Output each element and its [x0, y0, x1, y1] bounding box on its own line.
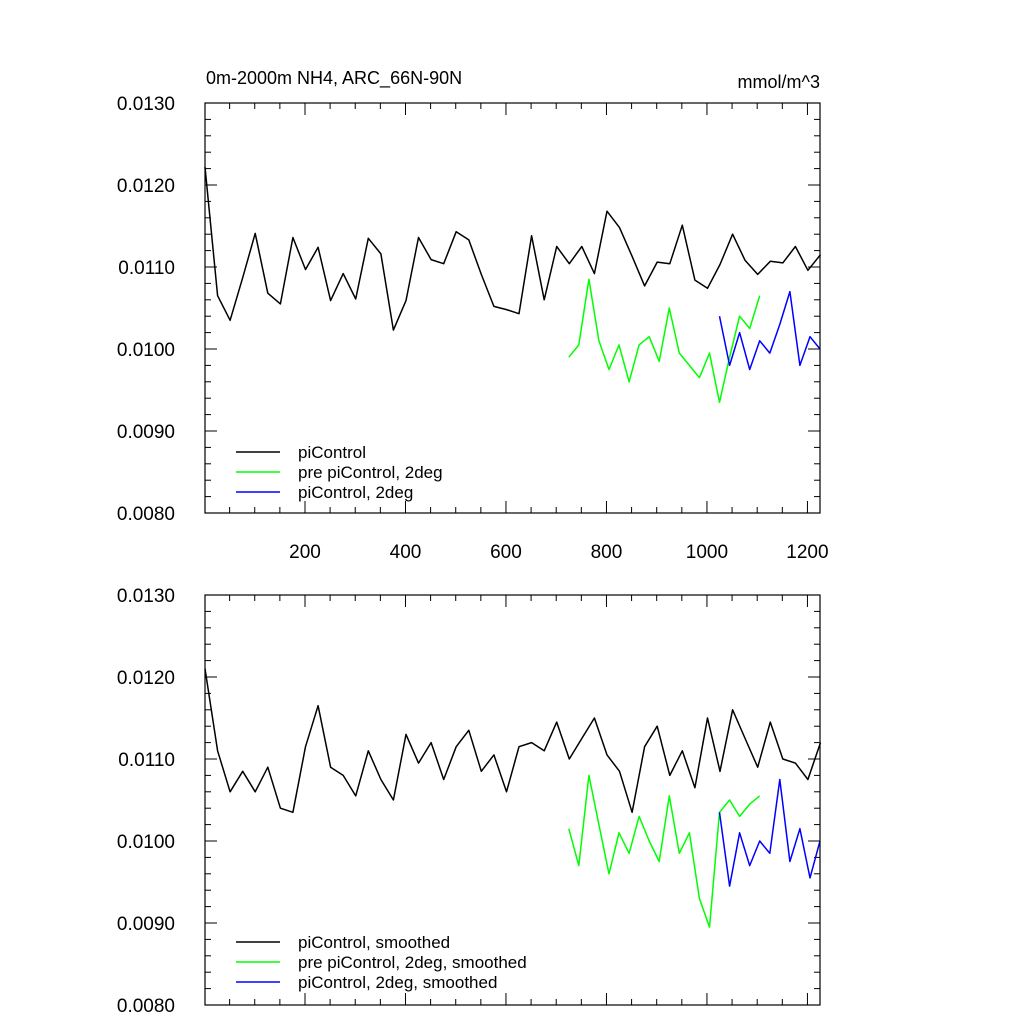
- series-line-1: [568, 278, 761, 404]
- x-tick-label: 800: [591, 542, 623, 563]
- y-tick-label: 0.0090: [117, 914, 175, 935]
- legend-label-1: pre piControl, 2deg: [298, 463, 443, 482]
- x-tick-label: 1200: [786, 542, 828, 563]
- bottom-panel: 0.0080 0.0090 0.0100 0.0110 0.0120 0.0130 piC…: [117, 586, 822, 1017]
- series-line-0: [204, 668, 822, 814]
- y-tick-label: 0.0110: [118, 750, 175, 771]
- legend-label-0: piControl, smoothed: [298, 933, 450, 952]
- y-tick-label: 0.0080: [117, 504, 175, 525]
- x-tick-label: 1000: [686, 542, 728, 563]
- x-tick-label: 200: [289, 542, 321, 563]
- y-tick-label: 0.0130: [117, 586, 175, 607]
- y-tick-label: 0.0120: [117, 176, 175, 197]
- y-tick-label: 0.0100: [117, 340, 175, 361]
- y-tick-label: 0.0120: [117, 668, 175, 689]
- x-tick-label: 400: [390, 542, 422, 563]
- series-line-2: [718, 290, 821, 371]
- bottom-plot-frame: [204, 594, 821, 1006]
- top-panel-ticks: 0.0080 0.0090 0.0100 0.0110 0.0120 0.0130 200 4…: [117, 94, 829, 563]
- y-tick-label: 0.0080: [117, 996, 175, 1017]
- legend-label-0: piControl: [298, 443, 366, 462]
- units-label: mmol/m^3: [738, 72, 820, 92]
- y-tick-label: 0.0090: [117, 422, 175, 443]
- y-tick-label: 0.0110: [118, 258, 175, 279]
- y-tick-label: 0.0100: [117, 832, 175, 853]
- series-line-2: [718, 778, 821, 887]
- legend-label-2: piControl, 2deg: [298, 483, 413, 502]
- series-line-0: [204, 166, 822, 331]
- series-line-1: [568, 774, 761, 928]
- top-panel-series: [204, 166, 822, 404]
- top-plot-frame: [204, 102, 821, 514]
- legend-label-2: piControl, 2deg, smoothed: [298, 973, 497, 992]
- x-tick-label: 600: [490, 542, 522, 563]
- y-tick-label: 0.0130: [117, 94, 175, 115]
- bottom-panel-ticks: 0.0080 0.0090 0.0100 0.0110 0.0120 0.0130: [117, 586, 820, 1017]
- chart-title: 0m-2000m NH4, ARC_66N-90N: [206, 68, 462, 89]
- top-panel: 0m-2000m NH4, ARC_66N-90N mmol/m^3 0.008…: [117, 68, 829, 563]
- legend-label-1: pre piControl, 2deg, smoothed: [298, 953, 527, 972]
- bottom-panel-series: [204, 668, 822, 928]
